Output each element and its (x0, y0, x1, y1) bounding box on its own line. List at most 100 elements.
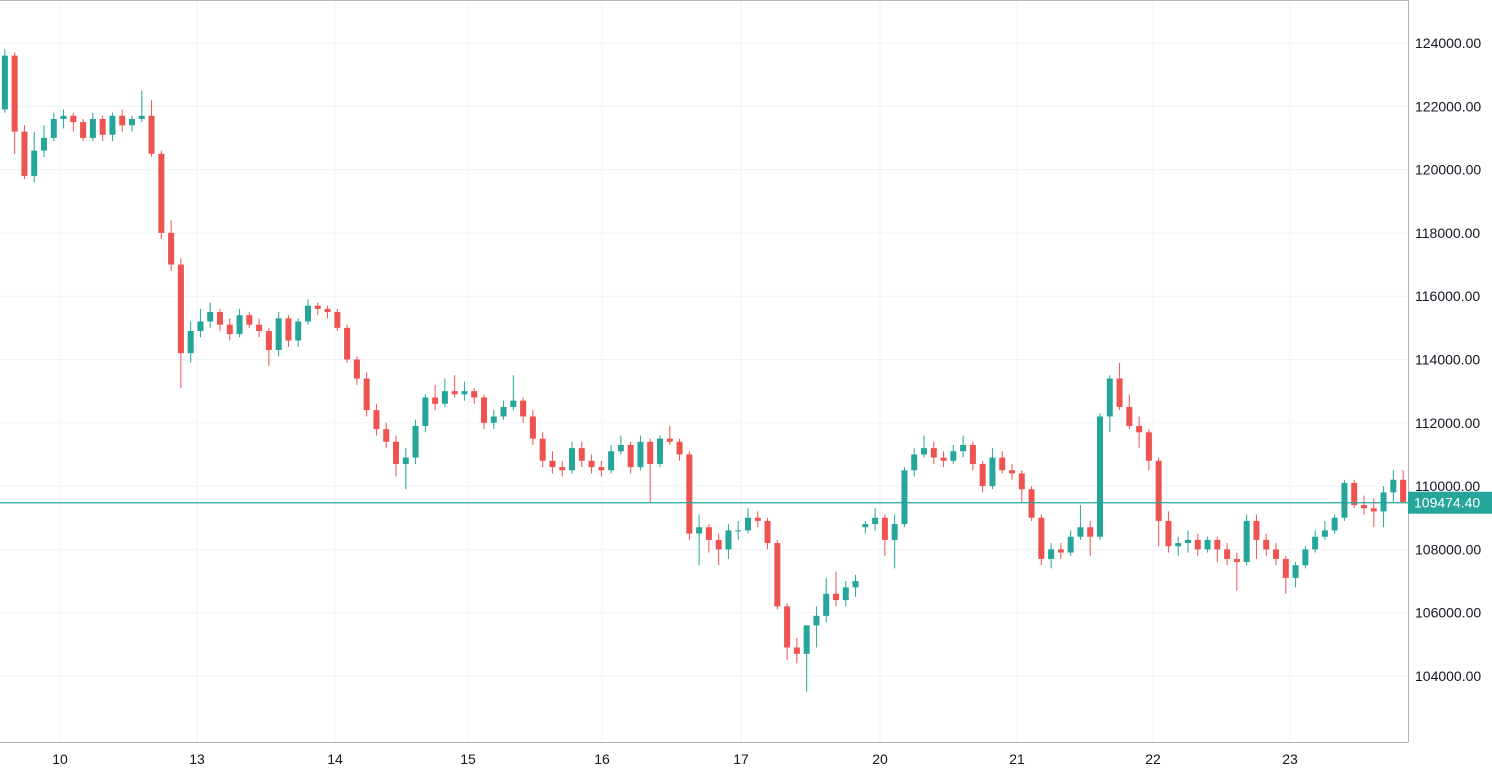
candle-body (1145, 432, 1152, 461)
candle (1087, 520, 1094, 556)
candle (637, 435, 644, 471)
candle (285, 315, 292, 347)
candle-body (842, 587, 849, 601)
candle (246, 312, 253, 328)
candle-body (539, 438, 546, 461)
candle (1077, 505, 1084, 540)
candle (422, 394, 429, 433)
candle (1214, 536, 1221, 563)
candle-body (686, 454, 693, 534)
candle-body (881, 517, 888, 540)
candle (1273, 543, 1279, 566)
candle (1136, 416, 1143, 449)
candle (236, 308, 243, 338)
candle-body (1067, 536, 1074, 553)
price-tick-label: 124000.00 (1415, 35, 1481, 51)
candle-body (950, 451, 957, 461)
candle-body (1097, 416, 1103, 537)
candle (901, 467, 908, 528)
candle-body (715, 539, 722, 550)
candle (1097, 413, 1103, 540)
candle-body (373, 410, 380, 430)
candle (334, 308, 341, 332)
candle (598, 460, 605, 477)
candle-body (852, 581, 859, 588)
price-axis[interactable]: 104000.00 106000.00 108000.00 110000.00 1120… (1415, 35, 1481, 684)
candle (588, 454, 595, 474)
candle-body (217, 312, 223, 325)
candle-body (129, 118, 135, 126)
candle-body (1370, 508, 1377, 512)
candle (1253, 514, 1260, 559)
candle-body (1194, 539, 1201, 550)
candle-body (334, 312, 341, 328)
candle (295, 318, 302, 347)
candle (99, 115, 106, 142)
candle-body (226, 324, 233, 335)
candle (177, 258, 184, 388)
candle (265, 327, 272, 366)
candle-body (158, 153, 165, 233)
candle-body (451, 391, 458, 395)
candle-body (1204, 539, 1211, 550)
candle-body (314, 305, 321, 309)
candle (500, 400, 507, 420)
candle (940, 451, 947, 468)
candle-body (1048, 549, 1055, 559)
candle (569, 441, 575, 474)
candle (754, 511, 761, 528)
candle (256, 318, 263, 338)
candle-body (363, 378, 370, 411)
candle-body (1165, 520, 1172, 547)
candle (676, 438, 683, 461)
candle (1057, 543, 1064, 559)
candle-body (862, 524, 869, 528)
candle (930, 441, 937, 464)
candle-body (1390, 479, 1397, 493)
candle-body (60, 115, 67, 119)
candle (490, 410, 497, 430)
time-tick-label: 15 (460, 751, 476, 767)
candle-body (471, 391, 478, 398)
candle (559, 460, 566, 477)
candle (481, 394, 487, 430)
candle (764, 517, 771, 550)
candle-body (324, 308, 331, 313)
candle-body (383, 429, 390, 442)
candle-body (559, 467, 566, 471)
candle (813, 606, 820, 648)
candle-body (598, 467, 605, 471)
candle (432, 384, 439, 411)
candle-body (1106, 378, 1113, 417)
candle (989, 448, 996, 490)
candle-body (666, 438, 673, 442)
candle (745, 508, 751, 534)
candle-body (1341, 482, 1348, 518)
candle (471, 387, 478, 404)
candle-body (989, 457, 996, 487)
candle (158, 150, 165, 240)
candle (627, 441, 634, 474)
candle (60, 109, 67, 129)
candle-body (461, 391, 468, 395)
candle (1106, 375, 1113, 433)
candle (1331, 514, 1338, 534)
current-price-text: 109474.40 (1414, 495, 1480, 511)
candle (1312, 530, 1319, 553)
candle-body (412, 425, 419, 458)
candle (461, 381, 468, 401)
candle (969, 441, 976, 471)
candle (735, 520, 742, 540)
candle (402, 448, 409, 490)
candle (373, 403, 380, 436)
candle-body (569, 448, 575, 471)
candle-body (80, 122, 87, 138)
candle-body (246, 315, 253, 325)
time-tick-label: 10 (52, 751, 68, 767)
time-tick-label: 14 (327, 751, 343, 767)
candle (129, 115, 135, 132)
time-axis[interactable]: 10 13 14 15 16 17 20 21 22 23 (52, 751, 1298, 767)
candle (21, 125, 28, 180)
candle (1194, 533, 1201, 556)
